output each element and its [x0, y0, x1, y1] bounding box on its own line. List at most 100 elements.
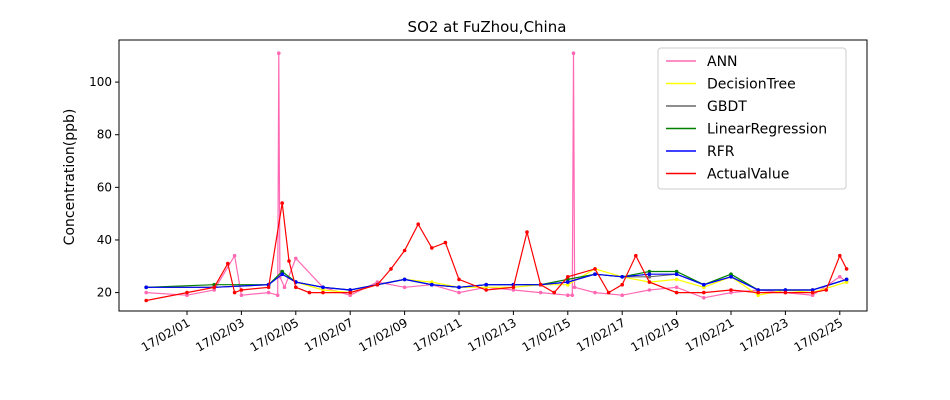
x-tick-label: 17/02/03: [193, 315, 247, 354]
x-tick-label: 17/02/17: [574, 315, 628, 354]
series-actualvalue: [144, 201, 849, 303]
data-point: [185, 290, 189, 295]
data-point: [239, 293, 244, 298]
data-point: [620, 282, 624, 287]
legend-label: GBDT: [707, 99, 747, 115]
data-point: [566, 282, 570, 287]
x-tick-label: 17/02/15: [520, 315, 574, 354]
data-point: [389, 267, 393, 271]
x-tick-label: 17/02/05: [248, 315, 302, 354]
y-tick-label: 40: [97, 233, 112, 247]
legend-label: ActualValue: [707, 167, 789, 183]
legend-item: DecisionTree: [666, 77, 796, 93]
x-tick-label: 17/02/11: [411, 315, 465, 354]
data-point: [566, 280, 570, 284]
data-point: [552, 290, 556, 295]
data-point: [647, 272, 652, 277]
legend: ANN DecisionTree GBDT LinearRegression RFR Ac…: [657, 47, 847, 190]
data-point: [294, 285, 298, 290]
data-point: [457, 290, 461, 295]
legend-item: LinearRegression: [666, 122, 827, 138]
data-point: [375, 282, 380, 287]
legend-item: GBDT: [666, 99, 747, 115]
data-point: [402, 285, 407, 290]
data-point: [321, 290, 325, 295]
data-point: [457, 285, 461, 290]
legend-label: ANN: [707, 54, 738, 70]
data-point: [756, 290, 760, 295]
data-point: [280, 269, 285, 274]
data-point: [647, 280, 652, 284]
x-tick-label: 17/02/09: [356, 315, 410, 354]
data-point: [729, 275, 733, 279]
data-point: [570, 293, 575, 298]
data-point: [280, 201, 285, 205]
data-point: [606, 290, 611, 295]
data-point: [572, 285, 577, 290]
y-axis-label: Concentration(ppb): [62, 109, 78, 246]
data-point: [647, 275, 652, 279]
x-tick-label: 17/02/07: [302, 315, 356, 354]
data-point: [783, 288, 788, 292]
data-point: [266, 290, 271, 295]
data-point: [430, 246, 434, 250]
data-point: [674, 277, 679, 282]
data-point: [277, 51, 281, 55]
data-point: [287, 259, 291, 263]
data-point: [402, 277, 407, 282]
data-point: [702, 296, 706, 300]
data-point: [144, 298, 148, 303]
data-point: [571, 51, 576, 55]
data-point: [593, 272, 597, 277]
data-point: [702, 282, 706, 287]
x-axis: 17/02/01 17/02/03 17/02/05 17/02/07 17/02/09…: [139, 311, 845, 355]
data-point: [702, 285, 706, 290]
data-point: [538, 282, 543, 287]
data-point: [430, 280, 434, 284]
x-tick-label: 17/02/21: [683, 315, 737, 354]
data-point: [674, 272, 679, 277]
series-rfr: [144, 272, 849, 292]
data-point: [810, 293, 815, 298]
data-point: [566, 293, 570, 298]
y-tick-label: 100: [89, 75, 112, 89]
data-point: [674, 269, 679, 274]
data-point: [844, 277, 849, 282]
data-point: [674, 290, 679, 295]
data-point: [321, 288, 325, 292]
data-point: [756, 293, 760, 298]
data-point: [838, 275, 842, 279]
data-point: [511, 285, 516, 290]
legend-box: [657, 47, 847, 190]
data-point: [634, 253, 638, 258]
data-point: [457, 277, 461, 282]
x-tick-label: 17/02/23: [737, 315, 791, 354]
data-point: [144, 290, 148, 295]
data-point: [275, 293, 280, 298]
data-point: [430, 282, 434, 287]
data-point: [810, 290, 815, 295]
legend-item: RFR: [666, 144, 735, 160]
data-point: [348, 288, 353, 292]
data-point: [280, 272, 285, 277]
data-point: [484, 288, 489, 292]
data-point: [212, 285, 216, 290]
data-point: [838, 253, 842, 258]
data-point: [484, 285, 489, 290]
data-point: [321, 285, 325, 290]
data-point: [783, 290, 788, 295]
data-point: [647, 269, 652, 274]
data-point: [226, 261, 230, 266]
y-tick-label: 20: [97, 286, 112, 300]
data-point: [824, 288, 828, 292]
x-tick-label: 17/02/13: [465, 315, 519, 354]
y-axis: 20 40 60 80 100: [89, 75, 119, 300]
data-point: [566, 275, 570, 279]
data-point: [511, 288, 516, 292]
chart-title: SO2 at FuZhou,China: [408, 18, 567, 36]
series-line: [146, 203, 848, 302]
data-point: [348, 290, 353, 295]
data-point: [307, 290, 312, 295]
x-tick-label: 17/02/19: [628, 315, 682, 354]
